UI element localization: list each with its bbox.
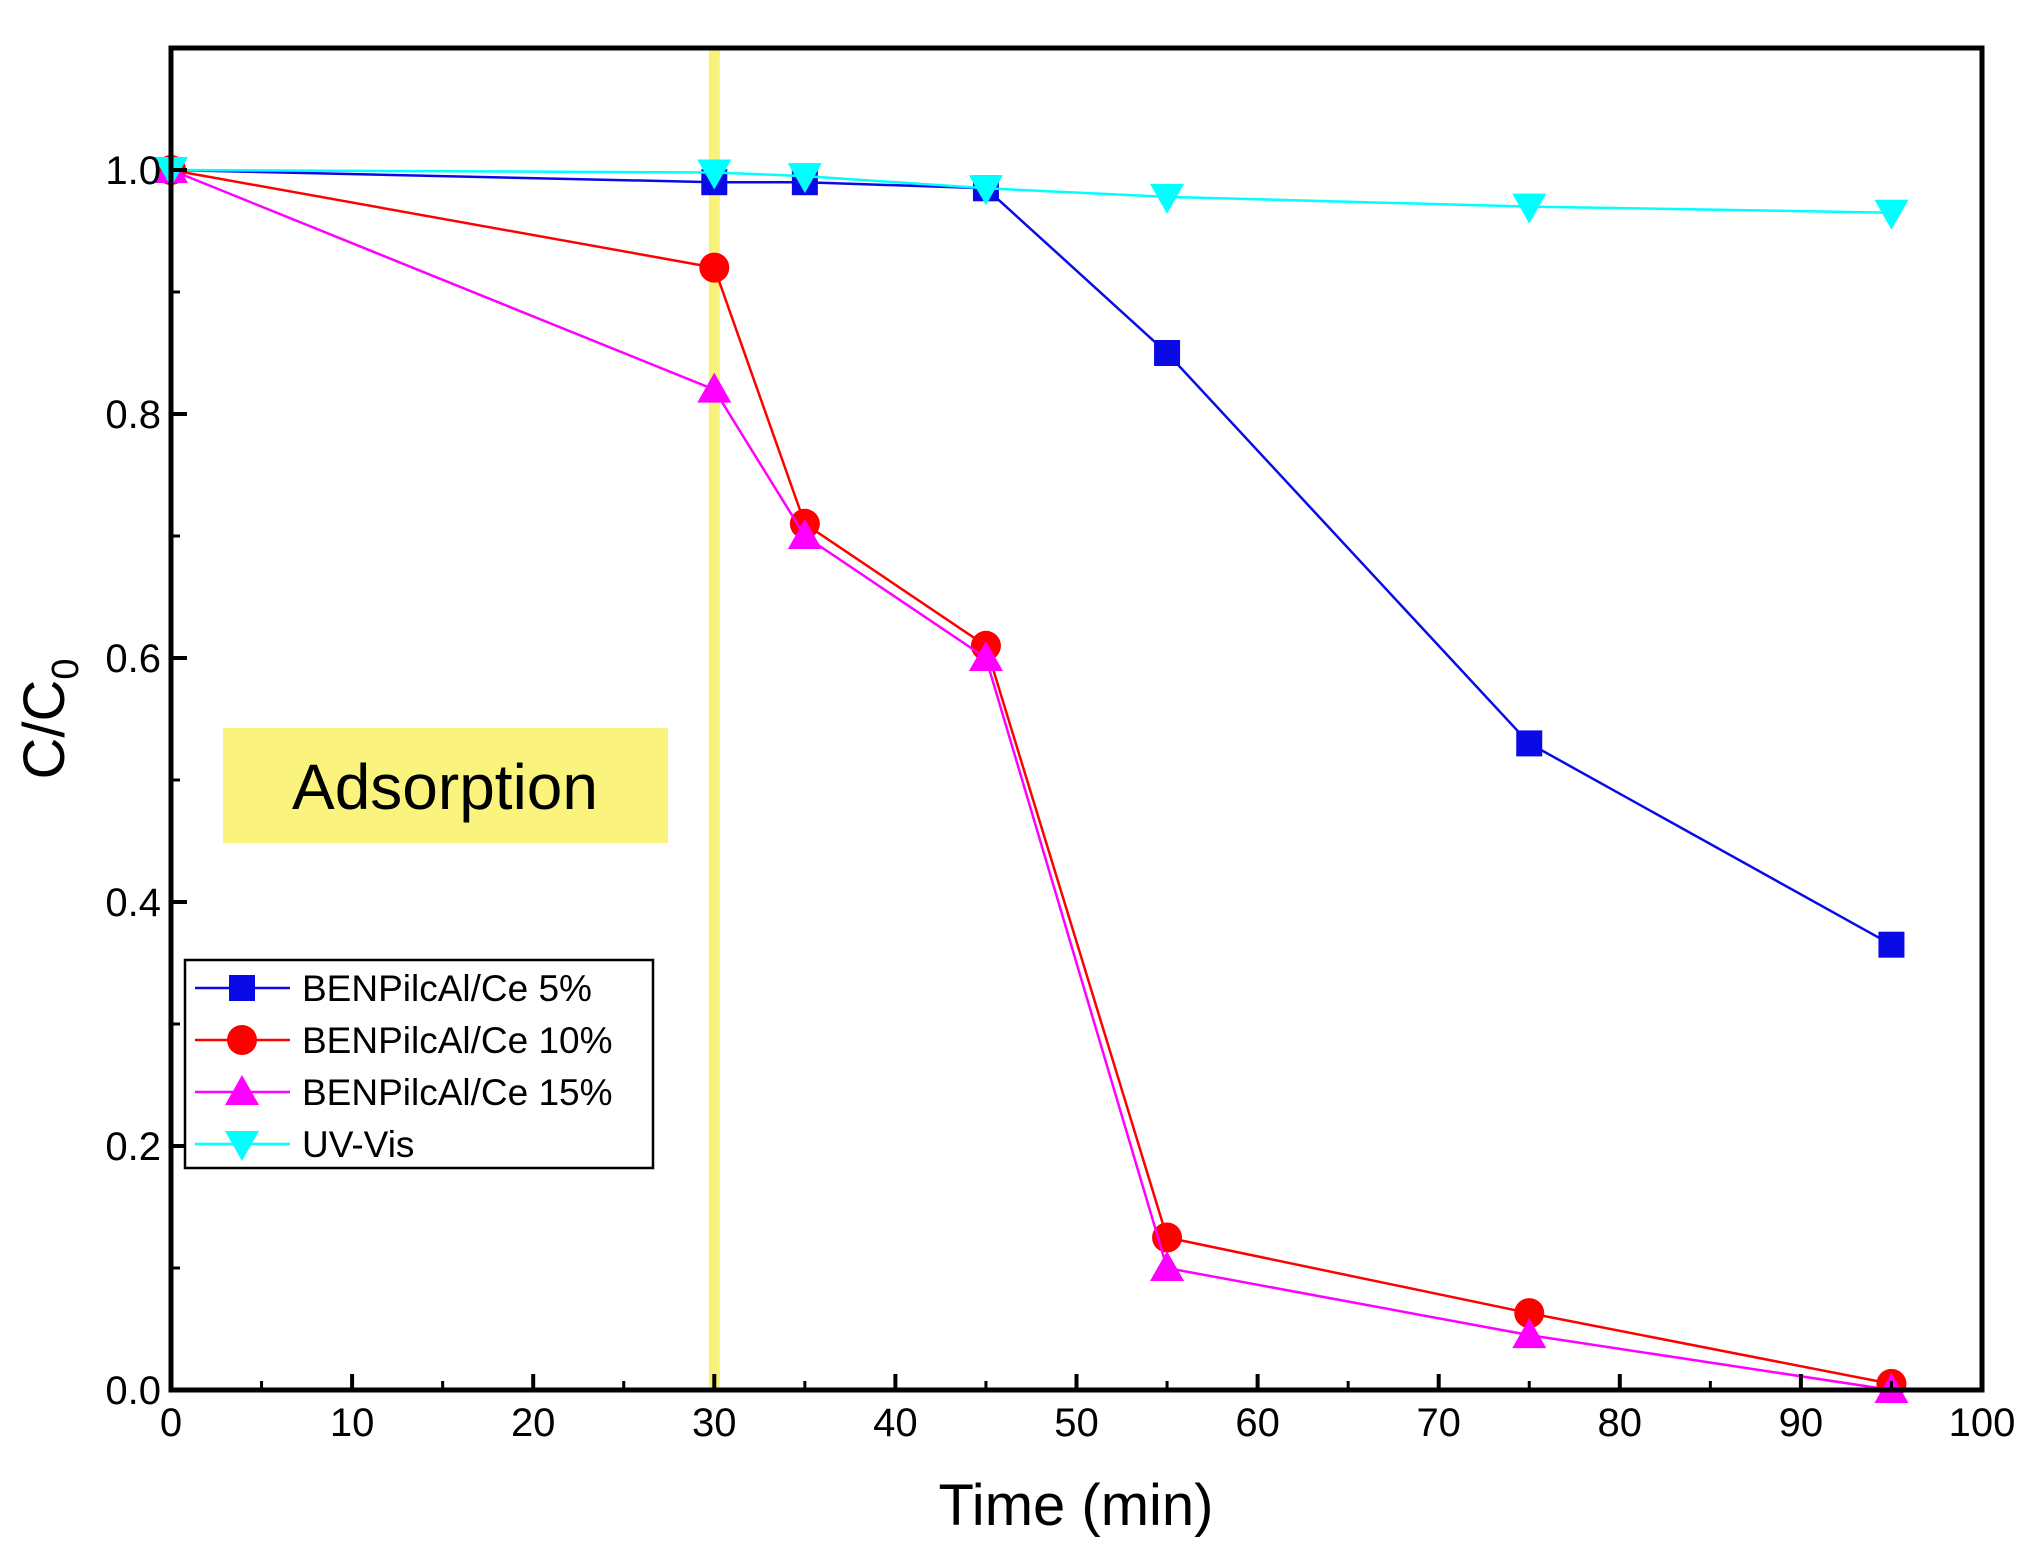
- y-tick-label: 0.4: [105, 881, 161, 925]
- data-point: [1516, 730, 1543, 757]
- annotation-label: Adsorption: [292, 751, 598, 823]
- legend-label: BENPilcAl/Ce 15%: [302, 1072, 613, 1113]
- x-tick-label: 30: [692, 1401, 737, 1445]
- legend-entry: BENPilcAl/Ce 5%: [195, 968, 592, 1009]
- series-3: [154, 153, 1909, 1403]
- data-point: [968, 175, 1003, 206]
- x-tick-label: 50: [1054, 1401, 1099, 1445]
- data-point: [787, 163, 822, 194]
- x-tick-label: 0: [160, 1401, 182, 1445]
- data-point: [697, 159, 732, 190]
- series-4: [154, 157, 1909, 230]
- x-tick-label: 80: [1598, 1401, 1643, 1445]
- x-tick-label: 20: [511, 1401, 556, 1445]
- data-point: [968, 641, 1003, 671]
- data-point: [1878, 931, 1905, 958]
- legend-entry: BENPilcAl/Ce 10%: [195, 1020, 613, 1061]
- x-tick-label: 10: [330, 1401, 375, 1445]
- data-point: [1874, 199, 1909, 230]
- data-point: [1150, 1251, 1185, 1281]
- legend-label: BENPilcAl/Ce 5%: [302, 968, 592, 1009]
- legend-label: BENPilcAl/Ce 10%: [302, 1020, 613, 1061]
- x-tick-label: 70: [1416, 1401, 1461, 1445]
- y-tick-label: 0.0: [105, 1369, 161, 1413]
- y-tick-label: 0.6: [105, 637, 161, 681]
- legend-label: UV-Vis: [302, 1124, 414, 1165]
- legend-marker: [227, 1025, 257, 1055]
- y-axis-label-main: C/C: [12, 680, 77, 780]
- data-point: [1152, 1222, 1183, 1253]
- x-tick-label: 60: [1235, 1401, 1280, 1445]
- x-tick-label: 100: [1949, 1401, 2016, 1445]
- y-axis-label-subscript: 0: [45, 658, 87, 679]
- data-point: [1514, 1298, 1545, 1329]
- data-point: [1512, 1318, 1547, 1349]
- data-point: [787, 519, 822, 549]
- x-tick-label: 40: [873, 1401, 918, 1445]
- x-axis-label: Time (min): [939, 1473, 1214, 1538]
- legend-entry: BENPilcAl/Ce 15%: [195, 1072, 613, 1113]
- data-point: [1150, 183, 1185, 214]
- data-point: [1154, 340, 1181, 366]
- legend-box: [183, 958, 655, 1170]
- data-point: [1512, 193, 1547, 224]
- legend-marker: [225, 1075, 259, 1105]
- data-point: [699, 252, 730, 283]
- data-point: [697, 372, 732, 403]
- annotation-box: [223, 728, 668, 843]
- x-tick-label: 90: [1779, 1401, 1824, 1445]
- legend-marker: [225, 1131, 259, 1161]
- y-tick-label: 1.0: [105, 149, 161, 193]
- y-tick-label: 0.8: [105, 393, 161, 437]
- y-axis-label: C/C0: [12, 658, 87, 779]
- legend-marker: [229, 975, 255, 1001]
- y-tick-label: 0.2: [105, 1125, 161, 1169]
- legend-entry: UV-Vis: [195, 1124, 414, 1165]
